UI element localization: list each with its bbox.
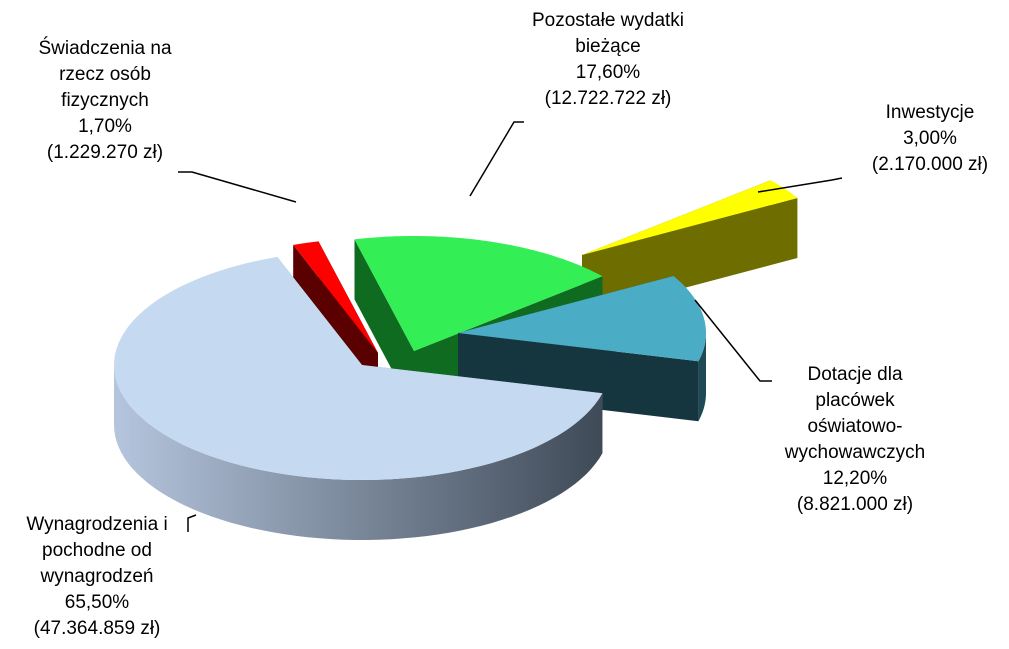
slice-top — [354, 236, 603, 351]
leader-line — [178, 171, 297, 203]
slice — [114, 256, 603, 540]
leader-lines — [178, 121, 843, 532]
slice-top — [582, 180, 798, 255]
slices — [114, 180, 798, 540]
category-label: Świadczenia na rzecz osób fizycznych — [38, 38, 172, 111]
value-label: 65,50% — [64, 592, 130, 613]
slice-side — [698, 333, 706, 422]
value-label: 17,60% — [575, 62, 641, 83]
data-label: Dotacje dla placówek oświatowo-wychowawc… — [780, 362, 930, 518]
amount-label: (8.821.000 zł) — [796, 494, 914, 515]
data-label: Inwestycje 3,00% (2.170.000 zł) — [850, 100, 1009, 178]
value-label: 12,20% — [822, 468, 888, 489]
slice-top — [293, 241, 378, 353]
slice — [582, 180, 798, 315]
data-label: Wynagrodzenia i pochodne od wynagrodzeń 6… — [24, 512, 170, 642]
value-label: 3,00% — [903, 128, 957, 149]
slice-side — [114, 365, 603, 540]
data-label: Świadczenia na rzecz osób fizycznych 1,70… — [23, 36, 188, 166]
category-label: Dotacje dla placówek oświatowo-wychowawc… — [784, 364, 926, 463]
leader-line — [757, 177, 843, 193]
amount-label: (2.170.000 zł) — [871, 154, 989, 175]
data-label: Pozostałe wydatki bieżące 17,60% (12.722.7… — [516, 8, 701, 112]
slice-wall — [582, 198, 798, 315]
leader-line — [187, 514, 197, 532]
amount-label: (1.229.270 zł) — [46, 142, 164, 163]
slice-wall — [354, 239, 414, 411]
slice-top — [114, 256, 603, 480]
slice-top — [458, 276, 706, 362]
amount-label: (12.722.722 zł) — [544, 88, 672, 109]
category-label: Inwestycje — [885, 102, 975, 123]
category-label: Wynagrodzenia i pochodne od wynagrodzeń — [26, 514, 168, 587]
leader-line — [694, 299, 772, 382]
amount-label: (47.364.859 zł) — [33, 618, 161, 639]
category-label: Pozostałe wydatki bieżące — [531, 10, 685, 57]
value-label: 1,70% — [78, 116, 132, 137]
leader-line — [469, 121, 524, 197]
